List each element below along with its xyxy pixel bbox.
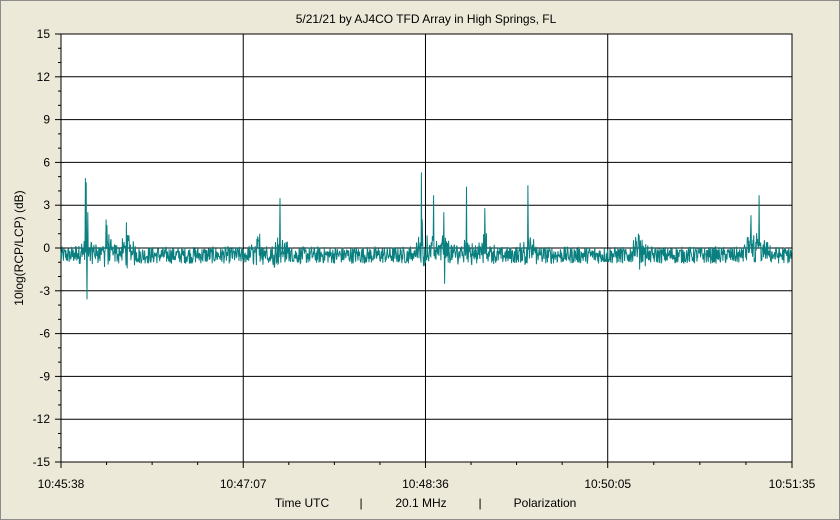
y-tick-label: 12 [37,70,51,84]
x-tick-label: 10:48:36 [402,477,449,491]
y-tick-label: -6 [39,327,50,341]
x-gridlines [242,34,609,462]
y-tick-label: 15 [37,27,51,41]
x-tick-label: 10:47:07 [220,477,267,491]
series-line-polarization [60,172,793,300]
x-tick-label: 10:50:05 [584,477,631,491]
y-tick-label: 6 [43,155,50,169]
x-axis-label-time: Time UTC [275,496,330,510]
x-axis-label-sep-1: | [359,496,362,510]
y-tick-label: 9 [43,113,50,127]
y-tick-label: 3 [43,198,50,212]
y-axis-ticks: 15 12 9 6 3 0 -3 -6 -9 -12 -15 [33,27,61,469]
y-axis-label: 10log(RCP/LCP) (dB) [12,190,26,305]
x-tick-label: 10:51:35 [769,477,816,491]
x-axis-label-sep-2: | [478,496,481,510]
x-axis-label: Time UTC | 20.1 MHz | Polarization [275,496,576,510]
x-axis-label-freq: 20.1 MHz [395,496,446,510]
y-gridlines [61,76,792,420]
y-tick-label: -9 [39,369,50,383]
x-axis-label-mode: Polarization [514,496,577,510]
x-axis-ticks: 10:45:38 10:47:07 10:48:36 10:50:05 10:51:35 [38,462,816,491]
y-tick-label: -15 [33,455,51,469]
chart-title: 5/21/21 by AJ4CO TFD Array in High Sprin… [296,12,557,26]
series-group [60,172,793,300]
y-tick-label: -12 [33,412,51,426]
y-tick-label: -3 [39,284,50,298]
x-tick-label: 10:45:38 [38,477,85,491]
y-tick-label: 0 [43,241,50,255]
